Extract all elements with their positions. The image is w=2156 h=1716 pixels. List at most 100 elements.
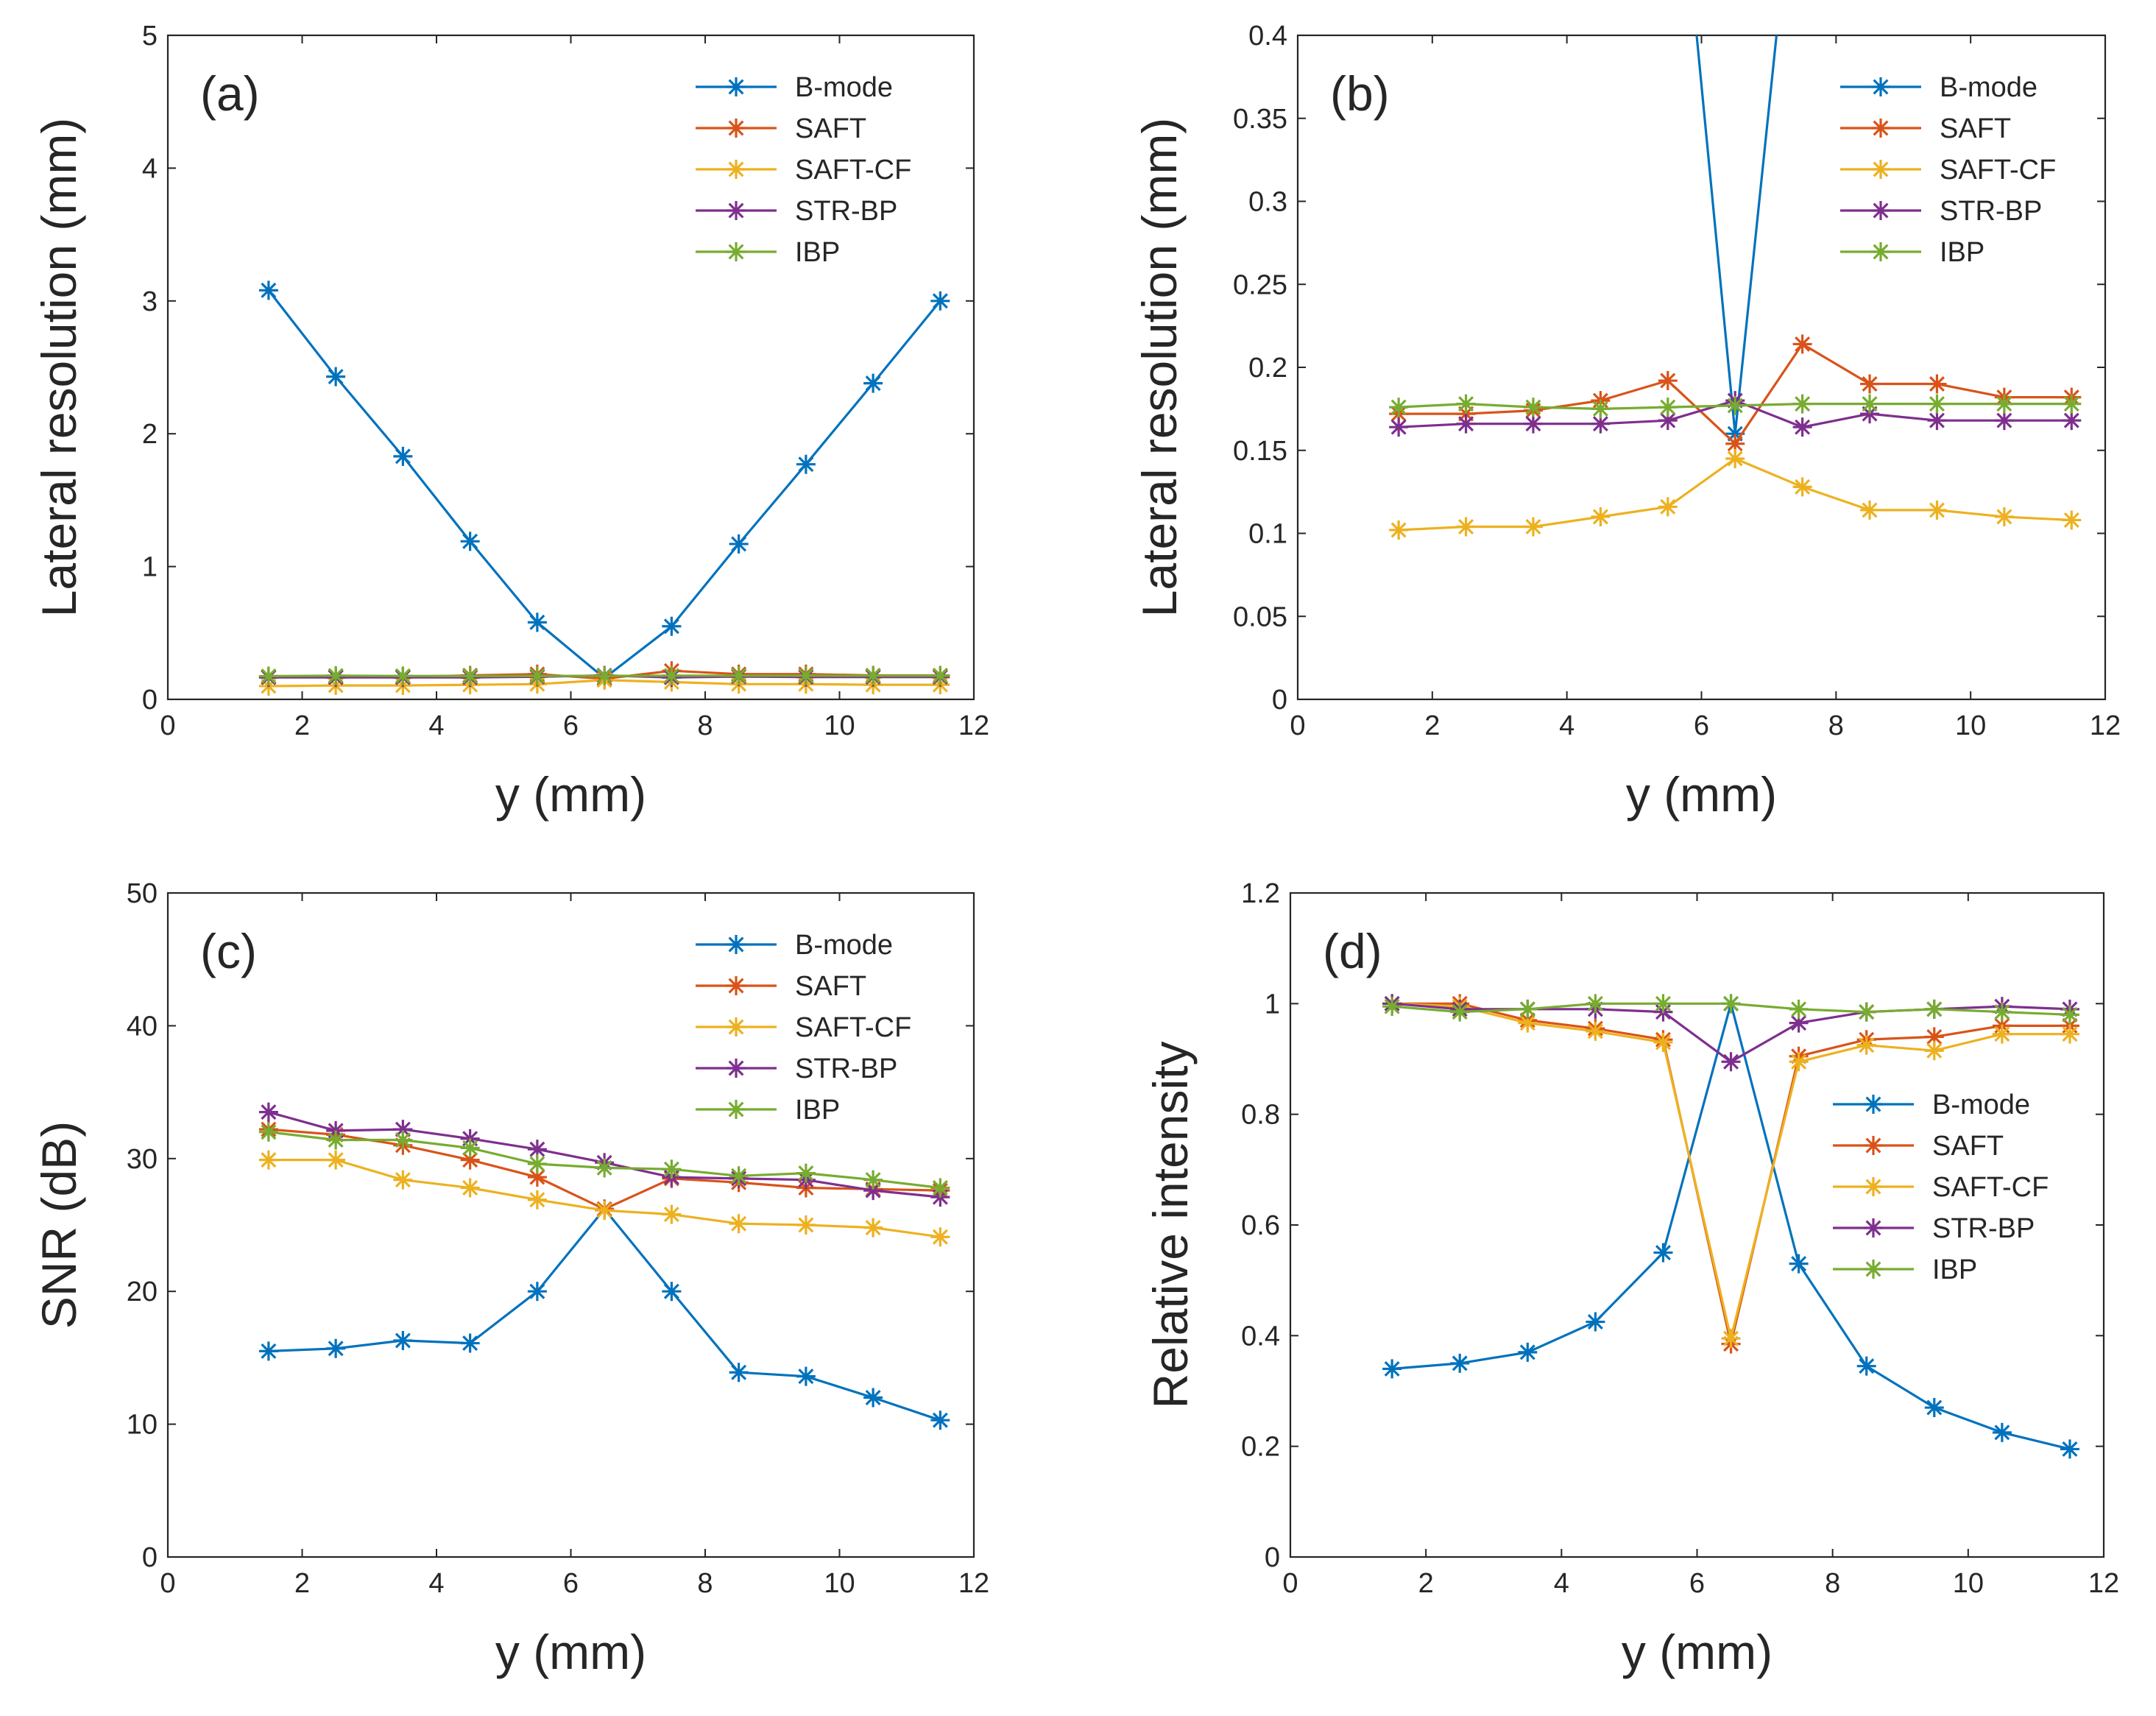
y-tick-label: 0.35 xyxy=(1233,104,1287,135)
marker-star-icon xyxy=(1721,1052,1741,1072)
marker-star-icon xyxy=(796,665,816,685)
x-tick-label: 4 xyxy=(1554,1568,1569,1599)
y-tick-label: 0.05 xyxy=(1233,601,1287,632)
data-point xyxy=(662,1204,682,1224)
data-point xyxy=(863,665,883,685)
marker-star-icon xyxy=(527,612,547,632)
marker-star-icon xyxy=(1871,160,1890,179)
data-point xyxy=(863,1170,883,1190)
data-point xyxy=(1591,506,1611,526)
legend-marker xyxy=(727,1017,746,1037)
marker-star-icon xyxy=(1792,477,1812,497)
data-point xyxy=(460,1150,480,1170)
marker-star-icon xyxy=(1658,371,1678,391)
marker-star-icon xyxy=(393,446,413,466)
legend-marker xyxy=(1871,242,1890,261)
data-point xyxy=(796,454,816,474)
marker-star-icon xyxy=(930,1227,950,1247)
y-tick-label: 20 xyxy=(127,1277,158,1307)
marker-star-icon xyxy=(1992,1002,2012,1022)
marker-star-icon xyxy=(729,1166,749,1186)
legend-label: STR-BP xyxy=(1932,1213,2035,1244)
legend: B-mode SAFT SAFT-CF STR-BP IBP xyxy=(696,930,911,1126)
marker-star-icon xyxy=(863,665,883,685)
x-axis-title: y (mm) xyxy=(1626,767,1777,822)
legend-label: STR-BP xyxy=(795,196,897,227)
marker-star-icon xyxy=(1927,500,1947,520)
marker-star-icon xyxy=(863,1388,883,1408)
marker-star-icon xyxy=(1992,1024,2012,1044)
x-tick-label: 2 xyxy=(1418,1568,1434,1599)
marker-star-icon xyxy=(1789,1254,1809,1274)
marker-star-icon xyxy=(727,976,746,995)
marker-star-icon xyxy=(527,1154,547,1174)
data-point xyxy=(1586,1312,1605,1332)
plot-area xyxy=(166,891,975,1558)
legend-marker xyxy=(1864,1177,1883,1196)
legend-label: STR-BP xyxy=(1940,196,2042,227)
marker-star-icon xyxy=(727,119,746,138)
data-point xyxy=(258,1102,278,1122)
y-tick-label: 50 xyxy=(127,878,158,909)
data-point xyxy=(258,666,278,686)
marker-star-icon xyxy=(326,1130,346,1150)
legend-label: SAFT-CF xyxy=(1940,155,2056,186)
marker-star-icon xyxy=(930,1178,950,1198)
data-point xyxy=(1792,417,1812,437)
marker-star-icon xyxy=(1658,497,1678,517)
data-point xyxy=(1927,394,1947,414)
legend-label: B-mode xyxy=(795,72,893,103)
data-point xyxy=(1382,1359,1402,1379)
series-group xyxy=(258,1102,950,1430)
y-tick-label: 0.1 xyxy=(1248,519,1287,550)
marker-star-icon xyxy=(1871,201,1890,220)
legend-marker xyxy=(727,935,746,954)
data-point xyxy=(729,665,749,685)
marker-star-icon xyxy=(1924,1027,1944,1047)
data-point xyxy=(1450,1002,1470,1022)
y-tick-label: 0 xyxy=(142,1542,158,1573)
marker-star-icon xyxy=(1450,1002,1470,1022)
marker-star-icon xyxy=(2062,510,2082,530)
x-tick-label: 8 xyxy=(697,1568,713,1599)
data-point xyxy=(1994,411,2014,431)
data-point xyxy=(662,616,682,636)
data-point xyxy=(258,1150,278,1170)
data-point xyxy=(863,1218,883,1237)
x-tick-label: 8 xyxy=(697,710,713,741)
x-tick-label: 6 xyxy=(1694,710,1709,741)
y-tick-label: 0 xyxy=(142,685,158,716)
panel-b: 0 2 4 6 8 10 12 0 0.05 0.1 0.15 0.2 0.25 0.3 0.35 0.4 y … xyxy=(1132,21,2121,822)
data-point xyxy=(326,1130,346,1150)
legend-label: SAFT-CF xyxy=(795,155,911,186)
data-point xyxy=(1653,1032,1673,1052)
marker-star-icon xyxy=(1856,1356,1876,1376)
legend-marker xyxy=(727,242,746,261)
marker-star-icon xyxy=(393,1120,413,1140)
marker-star-icon xyxy=(1389,520,1409,540)
marker-star-icon xyxy=(796,1215,816,1235)
data-point xyxy=(796,1366,816,1386)
x-axis-title: y (mm) xyxy=(1622,1625,1772,1679)
x-tick-label: 12 xyxy=(2088,1568,2119,1599)
data-point xyxy=(1789,999,1809,1019)
marker-star-icon xyxy=(662,1282,682,1302)
data-point xyxy=(1924,1041,1944,1061)
data-point xyxy=(1789,1013,1809,1033)
legend: B-mode SAFT SAFT-CF STR-BP IBP xyxy=(1840,72,2056,268)
data-point xyxy=(1924,999,1944,1019)
data-point xyxy=(1725,434,1745,453)
x-tick-label: 6 xyxy=(563,710,579,741)
marker-star-icon xyxy=(863,1218,883,1237)
data-point xyxy=(729,1363,749,1383)
marker-star-icon xyxy=(1994,394,2014,414)
marker-star-icon xyxy=(1924,1398,1944,1418)
marker-star-icon xyxy=(1927,374,1947,394)
marker-star-icon xyxy=(1924,1041,1944,1061)
data-point xyxy=(326,1338,346,1358)
data-point xyxy=(1389,520,1409,540)
data-point xyxy=(393,1130,413,1150)
x-tick-label: 10 xyxy=(824,710,855,741)
legend-label: SAFT-CF xyxy=(1932,1172,2049,1203)
data-point xyxy=(1721,994,1741,1014)
